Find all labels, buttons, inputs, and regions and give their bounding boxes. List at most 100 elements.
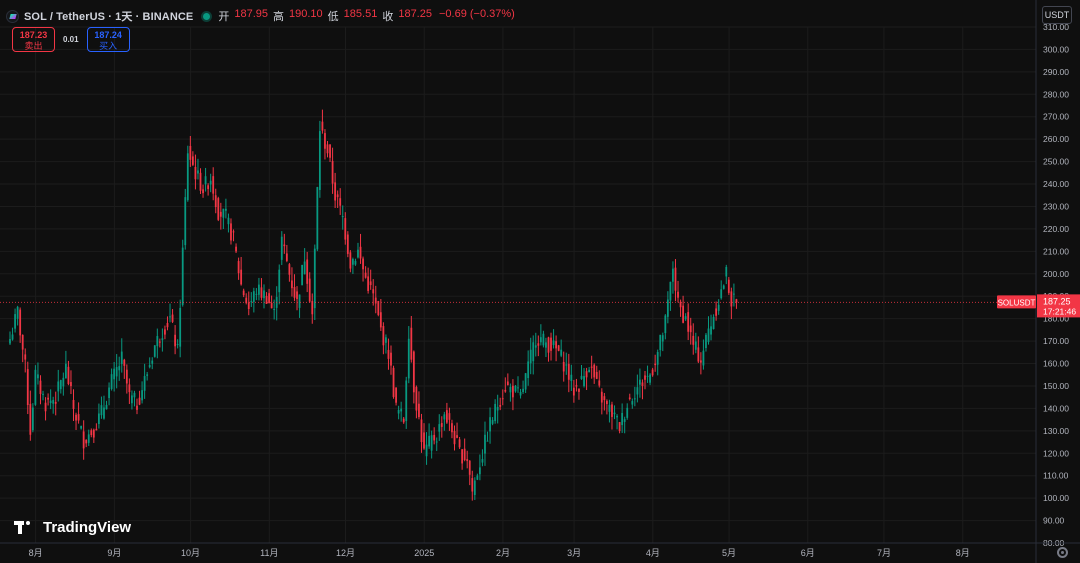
candle-body: [514, 385, 517, 392]
x-tick-label: 8月: [956, 548, 970, 558]
candle-body: [329, 144, 331, 158]
candle-body: [334, 182, 337, 201]
high-label: 高: [273, 11, 285, 23]
candle-body: [387, 349, 390, 359]
candle-body: [197, 170, 199, 174]
candle-body: [501, 398, 504, 400]
x-tick-label: 11月: [260, 548, 278, 558]
candle-body: [560, 349, 563, 356]
candle-body: [9, 339, 11, 344]
ohlc-values: 开 187.95 高 190.10 低 185.51 收 187.25 −0.69 (−…: [218, 8, 514, 24]
sell-button[interactable]: 187.23 卖出: [12, 27, 55, 52]
candle-body: [186, 153, 189, 201]
candle-body: [567, 363, 570, 380]
candle-body: [489, 417, 491, 432]
candle-body: [324, 133, 326, 149]
candle-body: [443, 414, 446, 420]
candle-body: [113, 368, 116, 380]
open-label: 开: [218, 11, 230, 23]
candle-body: [291, 280, 293, 289]
candle-body: [352, 259, 354, 265]
y-tick-label: 120.00: [1043, 448, 1069, 458]
candle-body: [428, 435, 430, 447]
candle-body: [156, 336, 159, 347]
candle-body: [618, 422, 621, 432]
candle-body: [34, 369, 37, 405]
x-tick-label: 4月: [646, 548, 660, 558]
candle-body: [466, 459, 469, 462]
candle-body: [207, 185, 210, 190]
candle-body: [270, 302, 273, 309]
candle-body: [362, 258, 364, 270]
candle-body: [545, 342, 547, 348]
candle-body: [423, 432, 425, 449]
candle-body: [158, 341, 161, 343]
last-price-tag: [1037, 294, 1080, 318]
currency-selector[interactable]: USDT: [1042, 6, 1072, 24]
candle-body: [669, 281, 672, 301]
candle-body: [557, 345, 560, 351]
live-dot-icon: [203, 12, 211, 20]
candle-body: [222, 208, 225, 218]
candle-body: [484, 434, 486, 454]
candle-body: [42, 393, 44, 395]
candle-body: [730, 291, 733, 307]
y-tick-label: 290.00: [1043, 67, 1069, 77]
candle-body: [397, 409, 400, 414]
candle-body: [590, 366, 593, 368]
candle-body: [273, 309, 276, 311]
last-price-text: 187.25: [1043, 296, 1071, 306]
candle-body: [108, 387, 110, 398]
candle-body: [425, 444, 428, 457]
candle-body: [29, 403, 32, 435]
candle-body: [674, 267, 677, 291]
y-tick-label: 160.00: [1043, 359, 1069, 369]
candle-body: [232, 231, 235, 233]
candle-body: [509, 386, 512, 393]
candle-body: [494, 403, 497, 422]
candle-body: [595, 372, 598, 379]
candle-body: [70, 382, 72, 387]
candle-body: [235, 246, 237, 252]
candle-body: [715, 308, 718, 316]
candle-body: [125, 369, 128, 384]
candle-body: [72, 399, 75, 409]
candle-body: [611, 404, 613, 417]
candle-body: [179, 307, 182, 347]
candle-body: [385, 337, 387, 343]
candle-body: [252, 291, 255, 302]
x-tick-label: 6月: [801, 548, 815, 558]
symbol-title[interactable]: SOL / TetherUS · 1天 · BINANCE: [24, 11, 194, 23]
candle-body: [230, 223, 232, 241]
candle-body: [679, 301, 682, 308]
candle-body: [164, 329, 166, 335]
candle-body: [725, 266, 728, 277]
candle-body: [169, 316, 171, 318]
candle-body: [451, 423, 453, 433]
candle-body: [245, 297, 248, 304]
candle-body: [512, 385, 514, 398]
candle-body: [631, 401, 634, 405]
buy-button[interactable]: 187.24 买入: [86, 27, 130, 52]
candle-body: [407, 338, 410, 379]
candle-body: [633, 398, 636, 400]
candle-body: [16, 306, 19, 319]
candle-body: [143, 376, 146, 391]
settings-gear-icon[interactable]: [1057, 547, 1068, 558]
candle-body: [646, 375, 649, 377]
candle-body: [120, 351, 123, 365]
candle-body: [82, 431, 85, 449]
candle-body: [710, 326, 712, 335]
candle-body: [268, 293, 270, 304]
candle-body: [141, 390, 143, 401]
candle-body: [240, 269, 243, 285]
candle-body: [621, 412, 624, 426]
candle-body: [697, 347, 700, 362]
candle-body: [255, 293, 258, 295]
candle-body: [456, 435, 458, 438]
candle-body: [62, 377, 65, 387]
candle-body: [379, 312, 382, 328]
y-tick-label: 130.00: [1043, 426, 1069, 436]
